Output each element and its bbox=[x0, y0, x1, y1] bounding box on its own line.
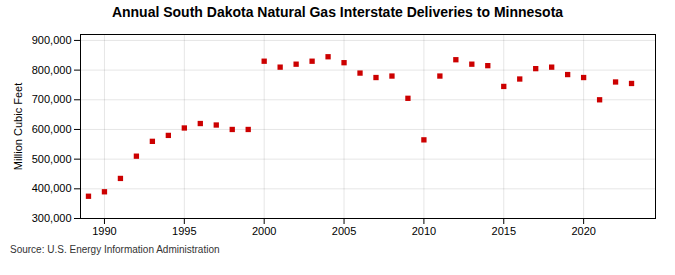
svg-text:1990: 1990 bbox=[92, 225, 116, 237]
svg-text:Million Cubic Feet: Million Cubic Feet bbox=[12, 83, 24, 170]
svg-text:2000: 2000 bbox=[252, 225, 276, 237]
svg-text:2015: 2015 bbox=[492, 225, 516, 237]
svg-text:700,000: 700,000 bbox=[32, 93, 72, 105]
svg-text:2010: 2010 bbox=[412, 225, 436, 237]
html-text:Annual South Dakota Natural Ga: Annual South Dakota Natural Gas Intersta… bbox=[111, 4, 564, 20]
html-text:Source: U.S. Energy Informatio: Source: U.S. Energy Information Administ… bbox=[10, 244, 220, 255]
svg-text:400,000: 400,000 bbox=[32, 182, 72, 194]
svg-text:800,000: 800,000 bbox=[32, 64, 72, 76]
svg-text:300,000: 300,000 bbox=[32, 212, 72, 224]
svg-text:500,000: 500,000 bbox=[32, 153, 72, 165]
svg-text:600,000: 600,000 bbox=[32, 123, 72, 135]
svg-text:900,000: 900,000 bbox=[32, 34, 72, 46]
svg-text:1995: 1995 bbox=[172, 225, 196, 237]
svg-text:2005: 2005 bbox=[332, 225, 356, 237]
svg-text:2020: 2020 bbox=[571, 225, 595, 237]
